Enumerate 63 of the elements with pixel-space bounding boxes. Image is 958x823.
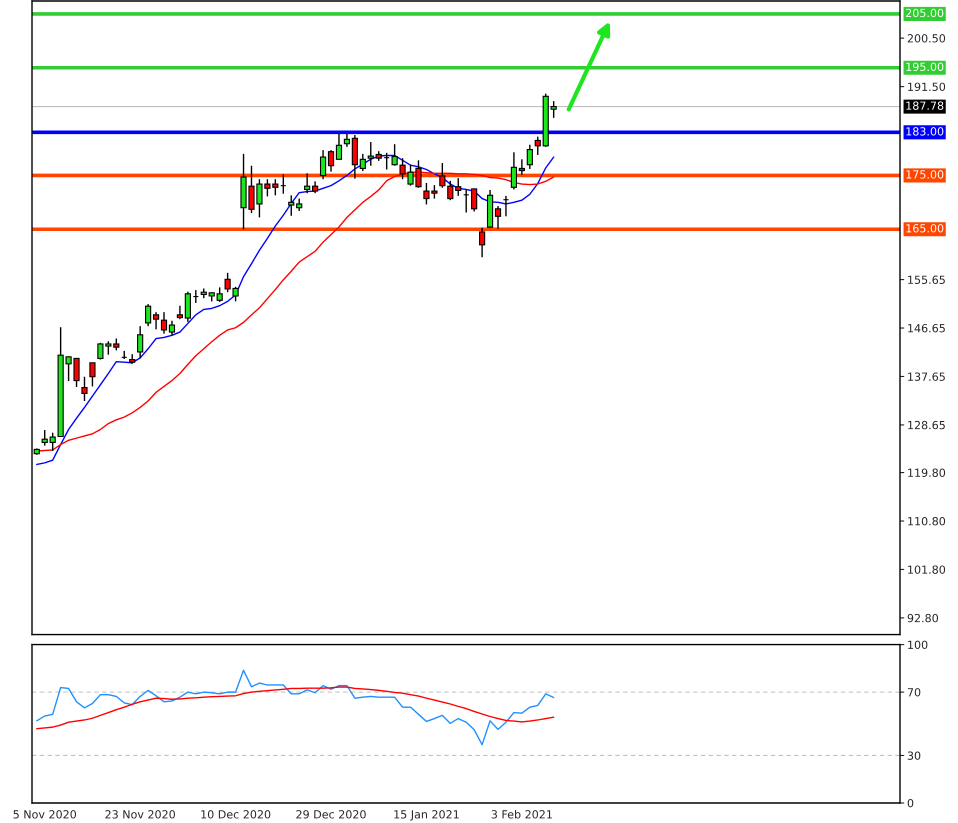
candlestick: [526, 144, 533, 170]
candlestick: [137, 325, 144, 360]
candlestick: [168, 320, 176, 336]
y-tick-label: 101.80: [908, 565, 946, 574]
candlestick: [344, 133, 350, 148]
candlestick: [328, 149, 334, 172]
candlestick: [160, 311, 168, 334]
candlestick: [502, 195, 510, 218]
candlestick: [463, 189, 470, 214]
y-tick-label: 92.80: [908, 614, 938, 622]
candlestick: [65, 356, 72, 382]
y-tick-label: 70: [908, 688, 920, 696]
line-series: [36, 670, 554, 746]
y-tick-label: 191.50: [908, 82, 946, 91]
ref-line-label: 175.00: [906, 170, 944, 179]
candlestick: [129, 353, 136, 365]
candlestick: [407, 164, 414, 186]
x-tick-label: 15 Jan 2021: [394, 810, 459, 821]
x-tick-label: 23 Nov 2020: [105, 810, 175, 819]
y-tick-label: 119.80: [908, 468, 946, 477]
candlestick: [392, 144, 398, 166]
candlestick: [152, 311, 160, 330]
candlestick: [320, 149, 326, 180]
candlestick: [145, 303, 152, 327]
candlestick: [471, 188, 478, 212]
candlestick: [224, 272, 231, 293]
candlestick: [479, 226, 486, 258]
x-tick-label: 10 Dec 2020: [201, 810, 270, 819]
y-tick-label: 110.80: [908, 516, 946, 526]
candlestick: [192, 289, 199, 304]
x-tick-label: 29 Dec 2020: [296, 810, 366, 819]
x-tick-label: 3 Feb 2021: [492, 810, 552, 819]
candlestick: [248, 165, 255, 214]
ref-line-label: 183.00: [906, 127, 944, 136]
candlestick: [494, 205, 502, 230]
ref-line-label: 187.78: [906, 101, 944, 110]
ref-line-label: 165.00: [906, 224, 944, 232]
candlestick: [431, 184, 438, 200]
candlestick: [384, 152, 390, 170]
y-tick-label: 30: [908, 751, 920, 760]
candlestick: [423, 182, 430, 206]
y-tick-label: 146.65: [908, 324, 945, 332]
y-tick-label: 137.65: [908, 372, 945, 381]
candlestick: [176, 304, 184, 320]
line-series: [36, 686, 554, 730]
x-tick-label: 5 Nov 2020: [14, 810, 76, 819]
candlestick: [280, 174, 286, 194]
candlestick: [510, 152, 518, 190]
ref-line-label: 195.00: [906, 62, 944, 71]
candlestick: [81, 376, 88, 402]
candlestick: [121, 350, 128, 360]
ref-line-label: 205.00: [906, 8, 944, 18]
candlestick: [232, 286, 239, 302]
y-tick-label: 100: [908, 640, 928, 649]
y-tick-label: 200.50: [908, 34, 946, 43]
candlestick: [256, 178, 263, 218]
candlestick: [518, 158, 525, 176]
candlestick: [89, 362, 96, 388]
y-tick-label: 155.65: [908, 276, 945, 284]
candlestick: [73, 357, 80, 388]
y-tick-label: 0: [908, 798, 914, 808]
y-tick-label: 128.65: [908, 420, 945, 430]
candlestick: [336, 133, 342, 160]
